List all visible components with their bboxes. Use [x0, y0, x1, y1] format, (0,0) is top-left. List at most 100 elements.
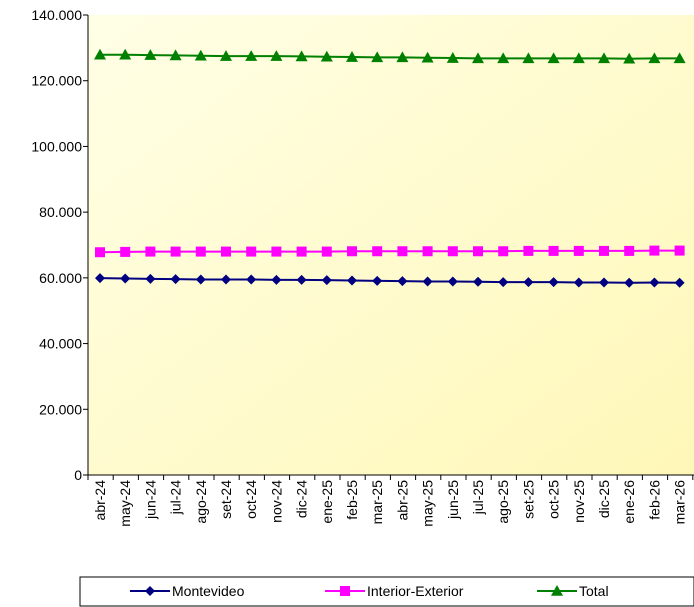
data-point [548, 245, 559, 256]
data-point [674, 245, 685, 256]
x-tick-label: feb-25 [344, 480, 360, 520]
data-point [397, 246, 408, 257]
legend-item: Total [537, 583, 609, 599]
data-point [498, 277, 509, 288]
data-point [624, 245, 635, 256]
data-point [144, 49, 157, 60]
legend-marker [145, 586, 155, 596]
y-tick-label: 0 [74, 467, 82, 483]
data-point [573, 277, 584, 288]
data-point [120, 273, 131, 284]
y-tick-label: 80.000 [39, 204, 82, 220]
legend-label: Montevideo [172, 583, 245, 599]
series-total [94, 48, 686, 64]
legend-item: Montevideo [130, 583, 245, 599]
x-tick-label: jun-25 [445, 480, 461, 520]
data-point [498, 246, 509, 257]
y-tick-label: 40.000 [39, 336, 82, 352]
data-point [296, 246, 307, 257]
x-tick-label: may-24 [117, 480, 133, 527]
data-point [547, 52, 560, 64]
x-tick-label: may-25 [420, 480, 436, 527]
x-tick-label: mar-26 [672, 480, 688, 525]
x-tick-label: ene-26 [621, 480, 637, 524]
data-point [194, 49, 207, 61]
data-point [523, 277, 534, 288]
data-point [221, 246, 231, 257]
data-point [624, 277, 635, 288]
data-point [195, 246, 206, 257]
series-interior-exterior [95, 245, 685, 258]
data-point [170, 246, 181, 257]
data-point [271, 246, 282, 257]
x-tick-label: ago-24 [193, 480, 209, 524]
data-point [447, 276, 458, 287]
data-point [170, 274, 181, 285]
x-tick-label: ago-25 [495, 480, 511, 524]
data-point [522, 52, 535, 64]
y-tick-label: 20.000 [39, 401, 82, 417]
data-point [321, 275, 332, 286]
data-point [598, 52, 610, 64]
data-point [447, 246, 458, 257]
data-point [422, 246, 433, 257]
x-tick-label: feb-26 [646, 480, 662, 520]
x-tick-label: nov-25 [571, 480, 587, 523]
data-point [245, 50, 258, 61]
data-point [548, 277, 559, 288]
data-point [473, 246, 483, 257]
data-point [347, 275, 357, 286]
x-tick-label: set-24 [218, 480, 234, 519]
data-point [347, 246, 357, 257]
data-point [119, 48, 132, 60]
x-tick-label: jun-24 [142, 480, 158, 520]
x-tick-label: mar-25 [369, 480, 385, 525]
data-point [371, 51, 384, 63]
data-point [372, 275, 383, 286]
legend-item: Interior-Exterior [325, 583, 464, 599]
legend: Montevideo Interior-Exterior Total [79, 576, 694, 607]
x-tick-label: abr-25 [394, 480, 410, 521]
x-tick-label: oct-25 [546, 480, 562, 519]
data-point [396, 51, 409, 63]
x-axis: abr-24 may-24 jun-24 jul-24 ago-24 set-24 oct-… [87, 474, 694, 527]
data-point [674, 277, 685, 288]
data-point [372, 246, 383, 257]
data-point [649, 277, 660, 288]
series-layer [94, 48, 686, 288]
data-point [422, 276, 433, 287]
data-point [673, 52, 686, 64]
x-tick-label: set-25 [520, 480, 536, 519]
x-tick-label: jul-24 [168, 480, 184, 515]
data-point [623, 52, 636, 64]
data-point [320, 50, 333, 62]
data-point [94, 48, 106, 60]
legend-label: Interior-Exterior [367, 583, 464, 599]
legend-marker [340, 586, 350, 596]
data-point [295, 50, 308, 62]
data-point [296, 274, 307, 285]
y-tick-label: 60.000 [39, 270, 82, 286]
data-point [497, 52, 510, 64]
data-point [421, 51, 434, 63]
x-tick-label: dic-25 [596, 480, 612, 518]
data-point [572, 52, 585, 64]
data-point [649, 245, 660, 256]
x-tick-label: nov-24 [268, 480, 284, 523]
x-tick-label: abr-24 [92, 480, 108, 521]
x-tick-label: jul-25 [470, 480, 486, 515]
data-point [346, 51, 358, 62]
data-point [599, 277, 609, 288]
data-point [523, 245, 534, 256]
series-montevideo [95, 273, 685, 288]
x-tick-label: ene-25 [319, 480, 335, 524]
data-point [321, 246, 332, 257]
data-point [573, 245, 584, 256]
data-point [446, 52, 459, 63]
data-point [95, 273, 105, 284]
data-point [95, 247, 105, 258]
data-point [599, 245, 609, 256]
data-point [221, 274, 231, 285]
data-point [397, 276, 408, 287]
